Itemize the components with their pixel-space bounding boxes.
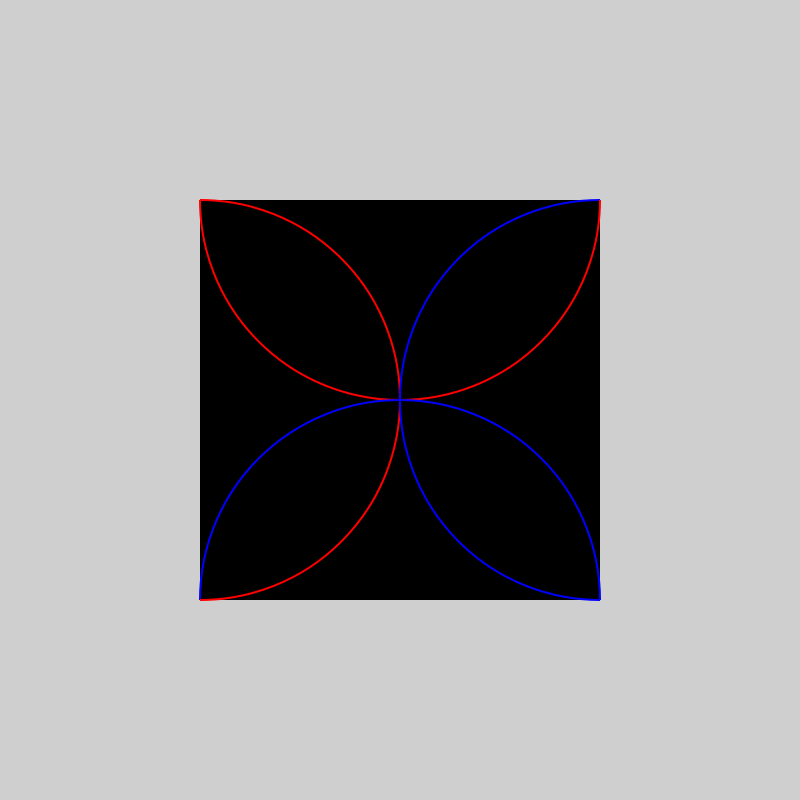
bottom-left-petal-red-arc xyxy=(199,399,401,601)
bottom-left-petal-blue-arc xyxy=(199,399,401,601)
top-right-petal-red-arc xyxy=(399,199,601,401)
top-right-petal-blue-arc xyxy=(399,199,601,401)
top-left-petal-outer-arc xyxy=(199,199,401,401)
top-left-petal-inner-arc xyxy=(199,199,401,401)
bottom-right-petal-inner-arc xyxy=(399,399,601,601)
bottom-right-petal-outer-arc xyxy=(399,399,601,601)
